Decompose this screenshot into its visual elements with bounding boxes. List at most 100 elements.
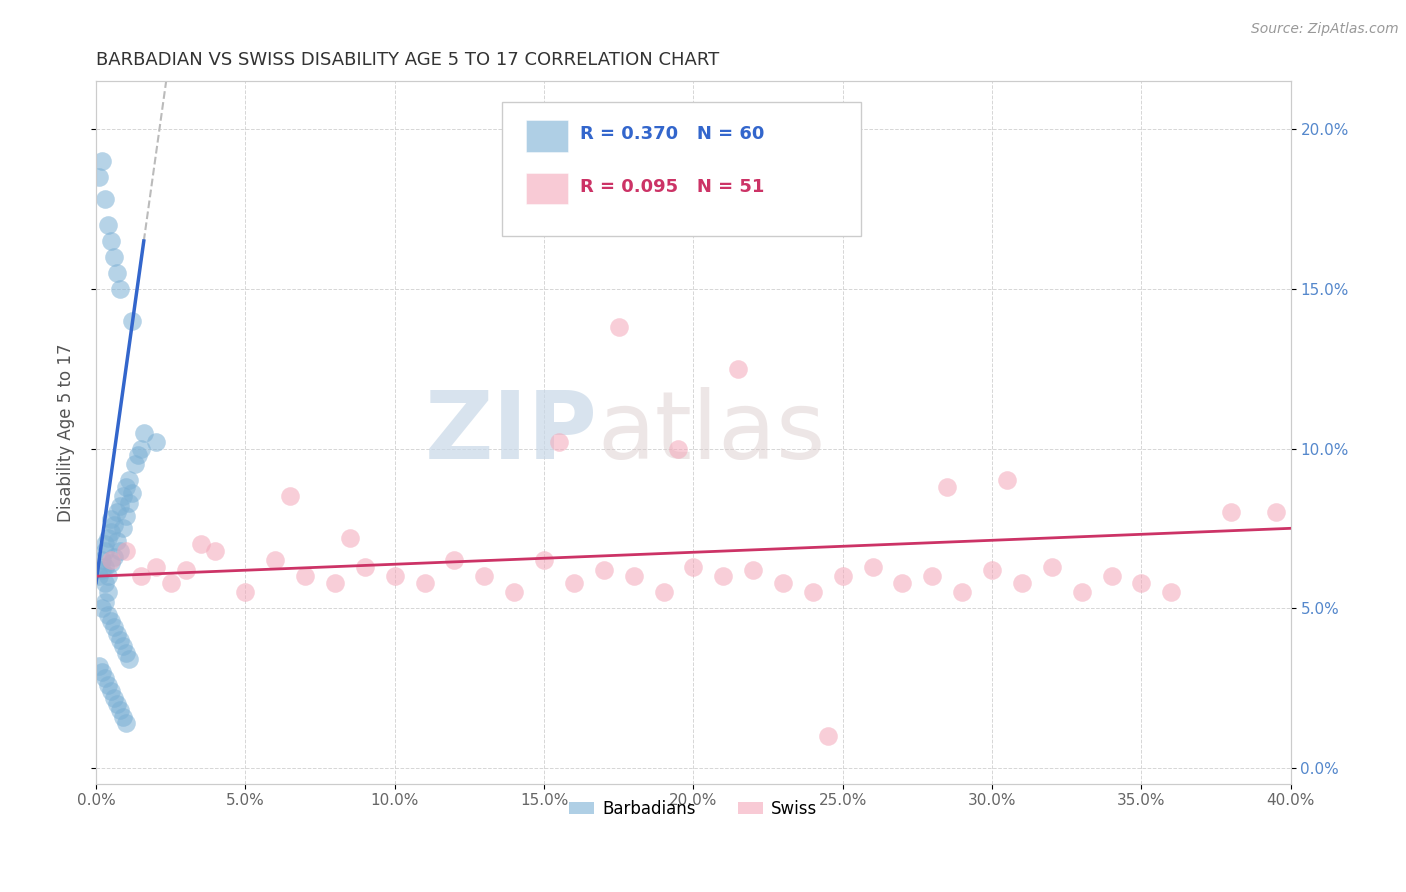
- Point: [121, 314, 143, 328]
- Point: [145, 435, 167, 450]
- Point: [111, 640, 134, 654]
- Point: [127, 448, 149, 462]
- Point: [91, 553, 114, 567]
- Point: [323, 575, 346, 590]
- Point: [118, 652, 141, 666]
- Point: [121, 486, 143, 500]
- Point: [548, 435, 571, 450]
- Point: [831, 569, 853, 583]
- Point: [124, 458, 146, 472]
- Point: [94, 543, 117, 558]
- Point: [97, 569, 120, 583]
- Point: [174, 563, 197, 577]
- Point: [995, 474, 1018, 488]
- Legend: Barbadians, Swiss: Barbadians, Swiss: [562, 793, 824, 824]
- Point: [111, 489, 134, 503]
- Point: [129, 442, 152, 456]
- Point: [772, 575, 794, 590]
- Point: [108, 499, 131, 513]
- Text: ZIP: ZIP: [425, 386, 598, 478]
- Point: [981, 563, 1004, 577]
- Point: [103, 620, 125, 634]
- Point: [204, 543, 226, 558]
- Point: [711, 569, 734, 583]
- Point: [103, 250, 125, 264]
- Point: [103, 518, 125, 533]
- Point: [105, 534, 128, 549]
- Point: [94, 559, 117, 574]
- Point: [94, 595, 117, 609]
- Point: [413, 575, 436, 590]
- Point: [339, 531, 361, 545]
- Point: [94, 575, 117, 590]
- Point: [1101, 569, 1123, 583]
- Point: [103, 690, 125, 705]
- Point: [91, 563, 114, 577]
- Point: [108, 543, 131, 558]
- Point: [94, 193, 117, 207]
- Point: [132, 425, 155, 440]
- Point: [94, 672, 117, 686]
- Point: [278, 489, 301, 503]
- Point: [562, 575, 585, 590]
- Point: [129, 569, 152, 583]
- Point: [1011, 575, 1033, 590]
- Point: [115, 480, 138, 494]
- Point: [503, 585, 526, 599]
- Point: [115, 543, 138, 558]
- Point: [353, 559, 375, 574]
- Text: R = 0.370   N = 60: R = 0.370 N = 60: [579, 125, 765, 143]
- Point: [145, 559, 167, 574]
- Point: [108, 633, 131, 648]
- Point: [190, 537, 212, 551]
- Point: [97, 585, 120, 599]
- Point: [264, 553, 287, 567]
- Point: [862, 559, 884, 574]
- Point: [235, 585, 257, 599]
- FancyBboxPatch shape: [502, 103, 860, 235]
- Point: [742, 563, 765, 577]
- Point: [105, 697, 128, 711]
- Point: [100, 557, 122, 571]
- Point: [87, 658, 110, 673]
- Point: [1160, 585, 1182, 599]
- Point: [1070, 585, 1092, 599]
- Point: [100, 684, 122, 698]
- Point: [100, 524, 122, 539]
- Point: [950, 585, 973, 599]
- Point: [111, 521, 134, 535]
- Text: atlas: atlas: [598, 386, 827, 478]
- Point: [115, 508, 138, 523]
- Point: [443, 553, 465, 567]
- Point: [921, 569, 943, 583]
- Point: [108, 703, 131, 717]
- Point: [801, 585, 824, 599]
- Point: [159, 575, 181, 590]
- Point: [97, 218, 120, 232]
- Point: [115, 716, 138, 731]
- Point: [891, 575, 914, 590]
- Point: [108, 282, 131, 296]
- Point: [100, 614, 122, 628]
- Point: [87, 569, 110, 583]
- Point: [105, 266, 128, 280]
- Point: [623, 569, 645, 583]
- Point: [105, 626, 128, 640]
- Point: [533, 553, 555, 567]
- Point: [103, 550, 125, 565]
- Point: [94, 537, 117, 551]
- Point: [97, 607, 120, 622]
- Point: [652, 585, 675, 599]
- Point: [936, 480, 959, 494]
- Text: BARBADIAN VS SWISS DISABILITY AGE 5 TO 17 CORRELATION CHART: BARBADIAN VS SWISS DISABILITY AGE 5 TO 1…: [96, 51, 720, 69]
- Text: R = 0.095   N = 51: R = 0.095 N = 51: [579, 178, 765, 195]
- Point: [91, 665, 114, 679]
- Point: [100, 553, 122, 567]
- Point: [607, 320, 630, 334]
- Point: [111, 709, 134, 723]
- Point: [472, 569, 495, 583]
- Point: [91, 154, 114, 169]
- Point: [1130, 575, 1153, 590]
- Point: [1264, 505, 1286, 519]
- Point: [118, 496, 141, 510]
